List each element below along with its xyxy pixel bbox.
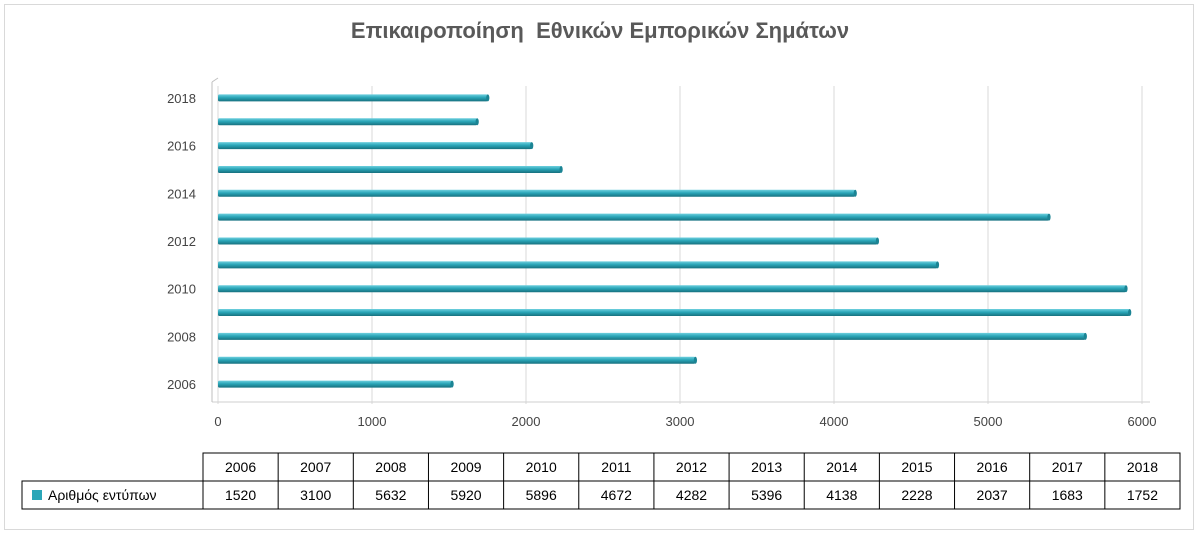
x-tick-label-1000: 1000 [358,414,387,429]
table-header-2011: 2011 [601,459,631,475]
chart-title: Επικαιροποίηση Εθνικών Εμπορικών Σημάτων [350,18,850,43]
bar-cap-2009 [1128,309,1132,317]
table-value-2014: 4138 [826,487,857,503]
table-value-2010: 5896 [526,487,557,503]
table-header-2007: 2007 [300,459,331,475]
bar-cap-2008 [1083,332,1087,340]
y-tick-label-2018: 2018 [167,91,196,106]
table-value-2009: 5920 [450,487,481,503]
x-tick-label-4000: 4000 [820,414,849,429]
x-tick-label-6000: 6000 [1128,414,1157,429]
bar-cap-2012 [875,237,880,245]
legend-swatch [32,490,42,500]
table-header-2016: 2016 [977,459,1008,475]
x-tick-label-5000: 5000 [974,414,1003,429]
data-table: 2006 1520 2007 3100 2008 5632 2009 5920 2010 5896… [21,452,1181,510]
bar-2013 [218,213,1049,221]
table-header-2009: 2009 [450,459,481,475]
table-header-2012: 2012 [676,459,707,475]
table-header-2018: 2018 [1127,459,1158,475]
bar-2011 [218,261,938,269]
table-header-2015: 2015 [901,459,932,475]
bar-cap-2011 [935,261,940,269]
bar-2012 [218,237,878,245]
table-value-2011: 4672 [601,487,632,503]
bar-cap-2006 [450,380,454,388]
table-header-2010: 2010 [526,459,557,475]
y-tick-label-2006: 2006 [167,377,196,392]
bar-2009 [218,309,1130,317]
bar-2006 [218,380,453,388]
bar-cap-2014 [853,189,857,197]
table-value-2015: 2228 [901,487,932,503]
bar-2008 [218,332,1086,340]
table-value-2012: 4282 [676,487,707,503]
x-tick-label-2000: 2000 [512,414,541,429]
table-value-2007: 3100 [300,487,331,503]
bar-2014 [218,189,856,197]
bar-2016 [218,142,532,150]
bar-cap-2007 [693,356,698,364]
bar-cap-2015 [559,165,563,173]
plot-area: 0 1000 2000 3000 4000 5000 6000 2006 2008 2010 201… [167,77,1157,429]
table-header-2008: 2008 [375,459,406,475]
table-value-2018: 1752 [1127,487,1158,503]
y-axis-cap [211,77,219,83]
y-tick-label-2010: 2010 [167,282,196,297]
y-tick-label-2014: 2014 [167,186,196,201]
legend-series-name: Αριθμός εντύπων [48,487,157,503]
table-header-2013: 2013 [751,459,782,475]
table-header-2017: 2017 [1052,459,1083,475]
bar-2015 [218,165,562,173]
table-value-2016: 2037 [977,487,1008,503]
y-tick-label-2016: 2016 [167,139,196,154]
bar-cap-2013 [1047,213,1051,221]
bar-2017 [218,118,478,126]
bar-2010 [218,285,1126,293]
bar-2018 [218,94,488,102]
y-tick-label-2012: 2012 [167,234,196,249]
bar-cap-2016 [530,142,534,150]
bar-cap-2018 [486,94,490,102]
table-value-2006: 1520 [225,487,256,503]
table-header-2014: 2014 [826,459,857,475]
y-tick-label-2008: 2008 [167,329,196,344]
table-value-2013: 5396 [751,487,782,503]
table-header-2006: 2006 [225,459,256,475]
table-value-2008: 5632 [375,487,406,503]
bar-cap-2010 [1124,285,1128,293]
bar-cap-2017 [475,118,479,126]
x-tick-label-0: 0 [214,414,221,429]
table-value-2017: 1683 [1052,487,1083,503]
bar-2007 [218,356,696,364]
x-tick-label-3000: 3000 [666,414,695,429]
